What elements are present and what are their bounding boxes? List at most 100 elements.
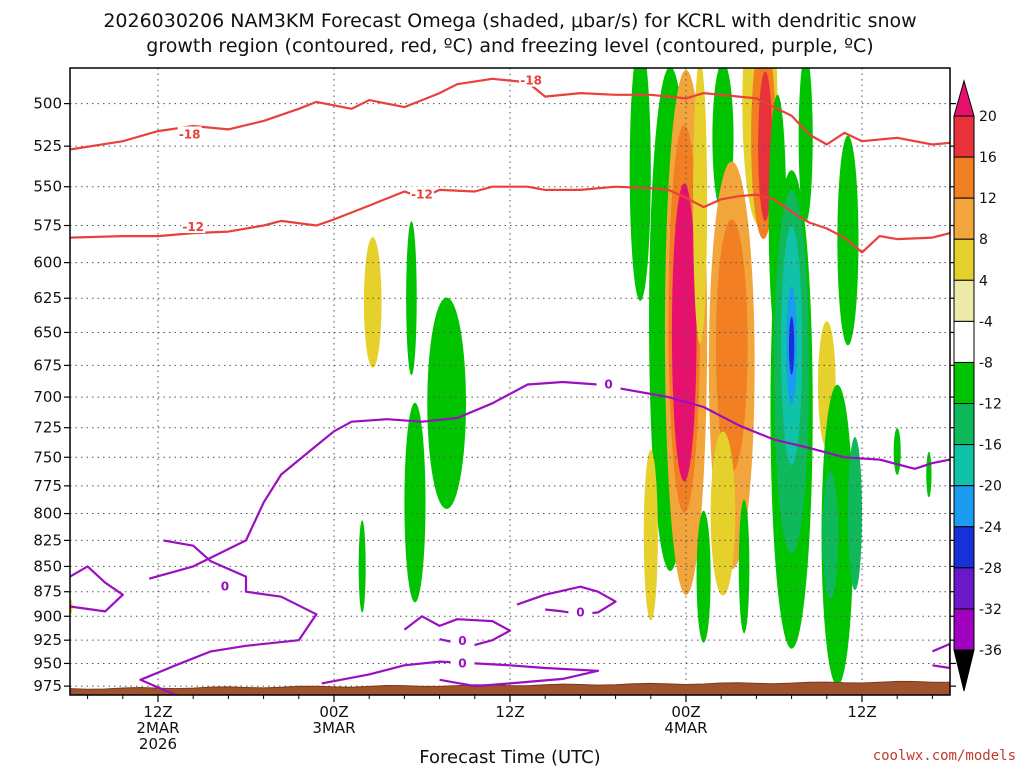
isotherm-line-2 bbox=[70, 565, 124, 613]
x-tick-label-0-2: 2026 bbox=[139, 735, 177, 753]
y-tick-label-17: 925 bbox=[33, 631, 62, 649]
colorbar-bottom-arrow bbox=[953, 649, 975, 692]
y-tick-label-8: 700 bbox=[33, 388, 62, 406]
colorbar-label-1: 16 bbox=[979, 150, 997, 166]
chart-title-line2: growth region (contoured, red, ºC) and f… bbox=[146, 35, 873, 57]
isotherm-label-0-0: -18 bbox=[179, 127, 201, 141]
isotherm-label-3-0: 0 bbox=[604, 378, 612, 392]
contour-lines: -18 -18 -12 -12 0 0 0 0 0 bbox=[70, 72, 950, 695]
colorbar-label-7: -12 bbox=[979, 397, 1002, 413]
colorbar: 20 16 12 8 4 -4 -8 -12 -16 -20 -24 -28 -32 -36 bbox=[953, 79, 1002, 692]
isotherm-label-0-1: -18 bbox=[520, 74, 542, 88]
omega-blob-0 bbox=[363, 237, 382, 368]
isotherm-line-1 bbox=[70, 185, 950, 254]
isotherm-label-bg bbox=[212, 578, 237, 593]
omega-blob-34 bbox=[926, 451, 932, 498]
colorbar-bin-8 bbox=[953, 403, 975, 446]
chart-title-line1: 2026030206 NAM3KM Forecast Omega (shaded… bbox=[103, 10, 916, 32]
colorbar-label-5: -4 bbox=[979, 314, 993, 330]
colorbar-bin-9 bbox=[953, 444, 975, 487]
isotherm-label-bg bbox=[410, 186, 434, 201]
omega-blob-31 bbox=[822, 471, 839, 600]
omega-blob-2 bbox=[427, 297, 467, 509]
y-tick-label-10: 750 bbox=[33, 448, 62, 466]
x-tick-label-0-0: 12Z bbox=[143, 703, 172, 721]
x-axis-title: Forecast Time (UTC) bbox=[419, 747, 600, 768]
isotherm-line-0 bbox=[70, 77, 950, 151]
y-tick-label-18: 950 bbox=[33, 654, 62, 672]
isotherm-label-bg bbox=[596, 376, 621, 391]
isotherm-label-5-0: 0 bbox=[458, 656, 466, 670]
colorbar-bin-1 bbox=[953, 115, 975, 158]
y-tick-label-16: 900 bbox=[33, 607, 62, 625]
isotherm-label-7-0: 0 bbox=[576, 605, 584, 619]
isotherm-line-5 bbox=[321, 660, 600, 688]
colorbar-label-4: 4 bbox=[979, 273, 988, 289]
y-tick-label-3: 575 bbox=[33, 217, 62, 235]
x-tick-label-3-0: 00Z bbox=[671, 703, 700, 721]
isotherm-label-6-0: 0 bbox=[458, 634, 466, 648]
omega-blob-12 bbox=[696, 510, 711, 643]
colorbar-bin-6 bbox=[953, 320, 975, 363]
colorbar-bin-10 bbox=[953, 485, 975, 528]
omega-blob-25 bbox=[788, 316, 795, 375]
x-tick-label-1-1: 3MAR bbox=[312, 719, 355, 737]
omega-blob-15 bbox=[715, 219, 748, 473]
x-tick-label-3-1: 4MAR bbox=[664, 719, 707, 737]
isotherm-label-bg bbox=[450, 655, 475, 670]
omega-blob-19 bbox=[758, 71, 773, 222]
colorbar-bin-3 bbox=[953, 197, 975, 240]
colorbar-label-13: -36 bbox=[979, 643, 1002, 659]
omega-blob-27 bbox=[738, 499, 750, 634]
isotherm-line-4 bbox=[139, 539, 318, 695]
credit-text: coolwx.com/models bbox=[873, 748, 1016, 764]
terrain-area bbox=[70, 680, 950, 695]
omega-blob-32 bbox=[847, 437, 863, 591]
omega-blob-26 bbox=[798, 68, 813, 222]
isotherm-label-4-0: 0 bbox=[221, 580, 229, 594]
colorbar-bin-12 bbox=[953, 567, 975, 610]
colorbar-bin-7 bbox=[953, 361, 975, 405]
y-tick-label-5: 625 bbox=[33, 289, 62, 307]
isotherm-label-1-0: -12 bbox=[182, 220, 204, 234]
colorbar-bin-2 bbox=[953, 156, 975, 199]
y-tick-label-7: 675 bbox=[33, 356, 62, 374]
y-tick-label-2: 550 bbox=[33, 178, 62, 196]
colorbar-bin-11 bbox=[953, 526, 975, 569]
isotherm-label-bg bbox=[181, 219, 206, 234]
omega-blob-5 bbox=[629, 68, 651, 301]
isotherm-line-3 bbox=[148, 380, 950, 580]
omega-blob-10 bbox=[643, 449, 658, 621]
y-tick-label-15: 875 bbox=[33, 583, 62, 601]
y-tick-label-6: 650 bbox=[33, 323, 62, 341]
x-tick-label-4-0: 12Z bbox=[847, 703, 876, 721]
colorbar-label-0: 20 bbox=[979, 109, 997, 125]
isotherm-label-bg bbox=[568, 604, 593, 619]
x-tick-label-2-0: 12Z bbox=[495, 703, 524, 721]
omega-blob-3 bbox=[404, 402, 426, 603]
colorbar-label-3: 8 bbox=[979, 232, 988, 248]
x-tick-label-1-0: 00Z bbox=[319, 703, 348, 721]
y-tick-label-14: 850 bbox=[33, 557, 62, 575]
colorbar-top-arrow bbox=[953, 79, 975, 117]
omega-blob-16 bbox=[710, 431, 736, 596]
isotherm-line-8 bbox=[931, 642, 950, 670]
colorbar-bin-4 bbox=[953, 238, 975, 281]
colorbar-label-6: -8 bbox=[979, 355, 993, 371]
y-tick-label-11: 775 bbox=[33, 477, 62, 495]
colorbar-label-10: -24 bbox=[979, 520, 1002, 536]
colorbar-label-8: -16 bbox=[979, 438, 1002, 454]
omega-shading bbox=[70, 68, 932, 686]
y-tick-label-4: 600 bbox=[33, 254, 62, 272]
isotherm-label-bg bbox=[450, 633, 475, 648]
colorbar-label-12: -32 bbox=[979, 602, 1002, 618]
omega-blob-33 bbox=[893, 428, 901, 475]
x-tick-label-0-1: 2MAR bbox=[136, 719, 179, 737]
y-tick-label-1: 525 bbox=[33, 137, 62, 155]
y-tick-label-19: 975 bbox=[33, 677, 62, 695]
colorbar-bin-5 bbox=[953, 279, 975, 322]
y-tick-label-12: 800 bbox=[33, 505, 62, 523]
colorbar-label-2: 12 bbox=[979, 191, 997, 207]
